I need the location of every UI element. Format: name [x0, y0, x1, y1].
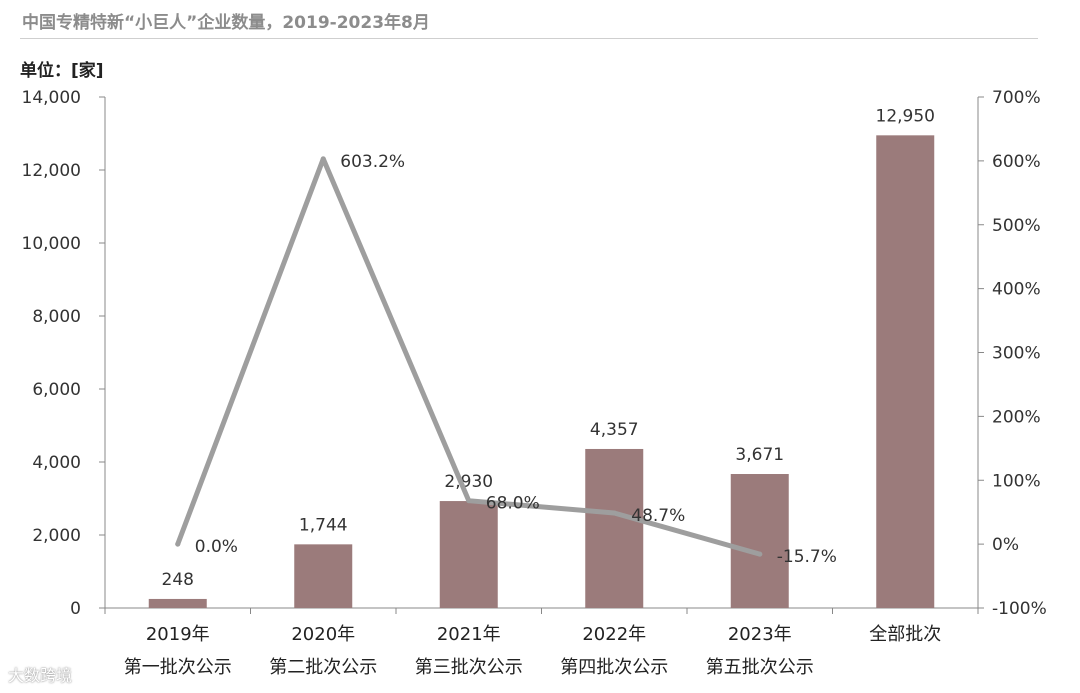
- bar: [439, 501, 498, 608]
- right-axis-tick-label: 100%: [992, 471, 1041, 491]
- bar: [730, 474, 789, 608]
- bar: [585, 448, 644, 608]
- growth-rate-label: 603.2%: [340, 152, 405, 172]
- growth-rate-point: [175, 541, 181, 547]
- growth-rate-point: [320, 156, 326, 162]
- bar-value-label: 12,950: [876, 106, 935, 126]
- left-axis-tick-label: 10,000: [22, 234, 81, 254]
- growth-rate-point: [611, 510, 617, 516]
- right-axis-tick-label: 400%: [992, 280, 1041, 300]
- right-axis-tick-label: 300%: [992, 344, 1041, 364]
- x-category-batch: 第五批次公示: [706, 657, 814, 678]
- right-axis-tick-label: 200%: [992, 407, 1041, 427]
- right-axis-tick-label: -100%: [992, 599, 1047, 619]
- title-divider: [20, 38, 1038, 39]
- growth-rate-point: [466, 498, 472, 504]
- x-category-year: 2022年: [582, 624, 646, 645]
- watermark: 大数跨境: [8, 666, 73, 685]
- left-axis-tick-label: 14,000: [22, 88, 81, 108]
- left-axis-tick-label: 8,000: [32, 307, 81, 327]
- growth-rate-label: 68.0%: [486, 494, 540, 514]
- x-category-batch: 第一批次公示: [124, 657, 232, 678]
- bar: [148, 598, 207, 608]
- x-category-batch: 第二批次公示: [269, 657, 377, 678]
- chart-title: 中国专精特新“小巨人”企业数量，2019-2023年8月: [22, 13, 430, 33]
- bar-value-label: 248: [162, 570, 194, 590]
- x-category-batch: 全部批次: [869, 624, 941, 645]
- left-axis-tick-label: 12,000: [22, 161, 81, 181]
- x-category-year: 2023年: [728, 624, 792, 645]
- left-axis-tick-label: 6,000: [32, 380, 81, 400]
- growth-rate-line: [175, 156, 763, 557]
- bar: [294, 544, 353, 608]
- left-axis-tick-label: 0: [70, 599, 81, 619]
- x-category-batch: 第三批次公示: [415, 657, 523, 678]
- growth-rate-label: -15.7%: [777, 547, 837, 567]
- right-axis-tick-label: 600%: [992, 152, 1041, 172]
- growth-rate-label: 0.0%: [195, 537, 238, 557]
- bar: [876, 135, 935, 608]
- bar-value-label: 2,930: [444, 472, 493, 492]
- bar-value-label: 1,744: [299, 515, 348, 535]
- growth-rate-point: [757, 551, 763, 557]
- left-axis-tick-label: 4,000: [32, 453, 81, 473]
- x-category-year: 2019年: [146, 624, 210, 645]
- right-axis-tick-label: 0%: [992, 535, 1019, 555]
- x-category-year: 2021年: [437, 624, 501, 645]
- bar-value-label: 4,357: [590, 420, 639, 440]
- right-axis-tick-label: 500%: [992, 216, 1041, 236]
- right-axis-tick-label: 700%: [992, 88, 1041, 108]
- x-category-year: 2020年: [291, 624, 355, 645]
- left-axis-tick-label: 2,000: [32, 526, 81, 546]
- unit-label: 单位：[家]: [20, 61, 104, 81]
- x-category-batch: 第四批次公示: [560, 657, 668, 678]
- growth-rate-label: 48.7%: [631, 506, 685, 526]
- bar-value-label: 3,671: [735, 445, 784, 465]
